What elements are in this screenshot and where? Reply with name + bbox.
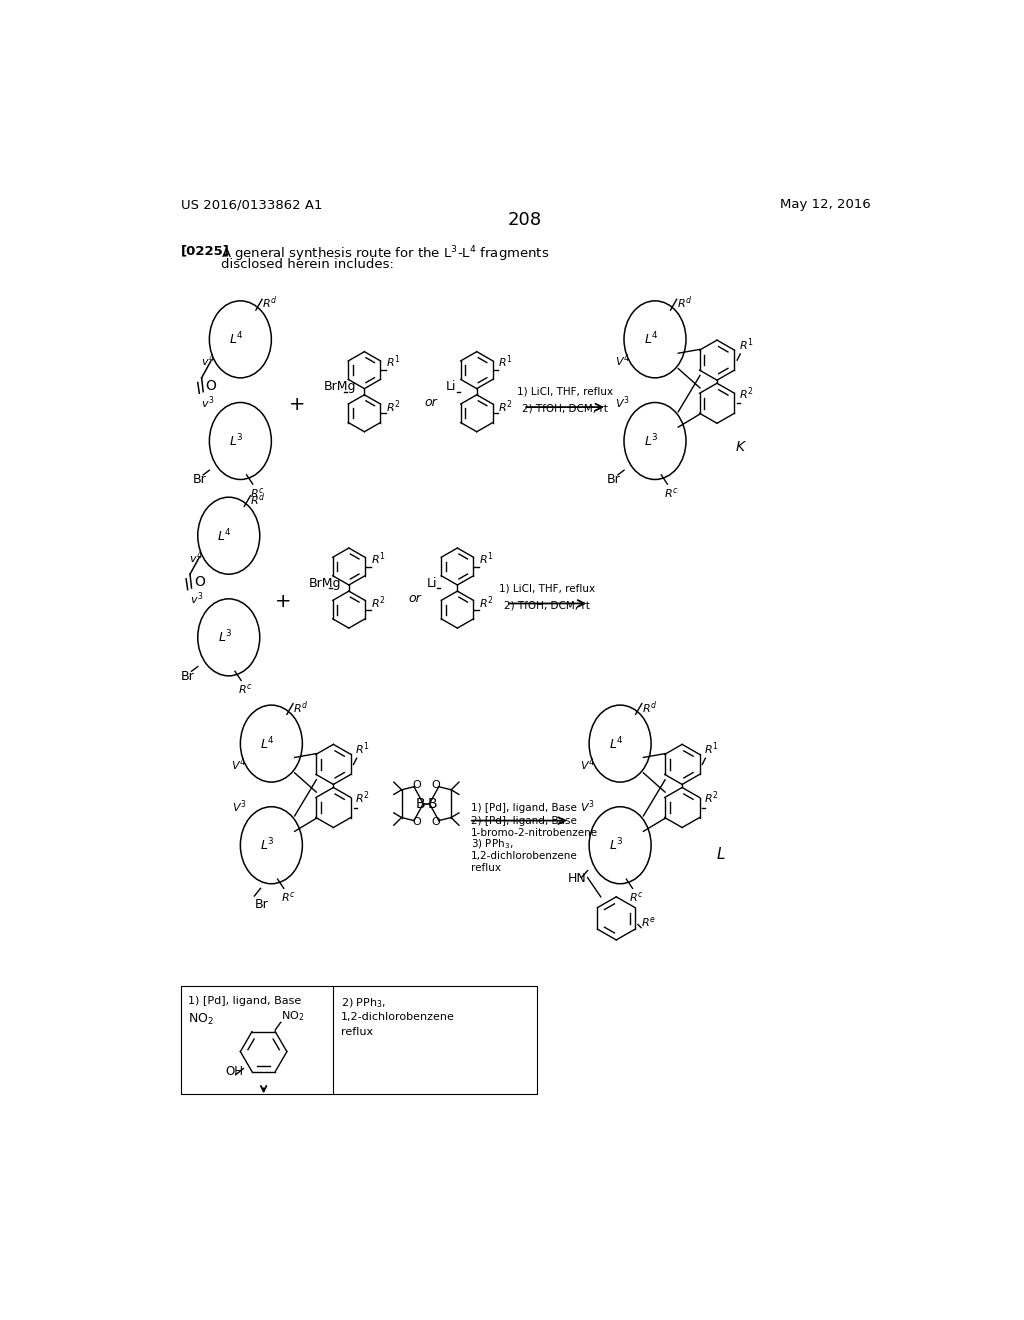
Text: $R^d$: $R^d$ [642, 700, 657, 715]
Text: Br: Br [607, 474, 621, 486]
Text: $R^2$: $R^2$ [355, 789, 370, 807]
Text: $L^4$: $L^4$ [609, 735, 624, 752]
Text: 2) TfOH, DCM, rt: 2) TfOH, DCM, rt [505, 601, 590, 610]
Text: $L^4$: $L^4$ [229, 331, 244, 347]
Text: Br: Br [254, 898, 268, 911]
Text: NO$_2$: NO$_2$ [188, 1011, 214, 1027]
Text: $R^1$: $R^1$ [703, 741, 719, 756]
Text: $v^4$: $v^4$ [201, 352, 215, 370]
Text: O: O [194, 576, 205, 589]
Text: $R^1$: $R^1$ [355, 741, 370, 756]
Text: $V^4$: $V^4$ [615, 352, 630, 370]
Text: $L^3$: $L^3$ [229, 433, 244, 449]
Text: disclosed herein includes:: disclosed herein includes: [221, 259, 394, 272]
Text: $V^4$: $V^4$ [581, 756, 595, 774]
Text: L: L [717, 847, 725, 862]
Text: 2) TfOH, DCM, rt: 2) TfOH, DCM, rt [522, 404, 608, 413]
Text: reflux: reflux [341, 1027, 374, 1038]
Text: $R^1$: $R^1$ [371, 550, 385, 566]
Text: $R^2$: $R^2$ [738, 385, 754, 403]
Text: 1,2-dichlorobenzene: 1,2-dichlorobenzene [471, 851, 578, 861]
Text: 208: 208 [508, 211, 542, 228]
Text: 2) PPh$_3$,: 2) PPh$_3$, [341, 997, 386, 1010]
Text: $R^e$: $R^e$ [641, 915, 656, 929]
Text: K: K [735, 440, 744, 454]
Text: 2) [Pd], ligand, Base: 2) [Pd], ligand, Base [471, 817, 577, 826]
Text: BrMg: BrMg [308, 577, 341, 590]
Text: A general synthesis route for the L$^3$-L$^4$ fragments: A general synthesis route for the L$^3$-… [221, 244, 550, 264]
Text: $R^1$: $R^1$ [479, 550, 494, 566]
Text: 3) PPh$_3$,: 3) PPh$_3$, [471, 838, 513, 851]
Text: $v^4$: $v^4$ [189, 549, 203, 565]
Text: 1,2-dichlorobenzene: 1,2-dichlorobenzene [341, 1011, 455, 1022]
Text: $R^1$: $R^1$ [386, 354, 400, 371]
Text: $R^2$: $R^2$ [499, 399, 513, 414]
Text: $R^1$: $R^1$ [738, 337, 754, 352]
Text: $R^c$: $R^c$ [250, 486, 264, 500]
Text: $R^d$: $R^d$ [677, 294, 692, 312]
Text: 1) LiCl, THF, reflux: 1) LiCl, THF, reflux [500, 583, 595, 593]
Text: May 12, 2016: May 12, 2016 [779, 198, 870, 211]
Text: 1) [Pd], ligand, Base: 1) [Pd], ligand, Base [188, 997, 302, 1006]
Text: NO$_2$: NO$_2$ [281, 1010, 304, 1023]
Text: OH: OH [225, 1065, 243, 1077]
Text: $V^3$: $V^3$ [231, 799, 246, 814]
Text: HN: HN [567, 873, 586, 886]
Text: $L^3$: $L^3$ [609, 837, 624, 854]
Text: $V^3$: $V^3$ [581, 799, 595, 814]
Text: or: or [424, 396, 437, 409]
Text: 1) [Pd], ligand, Base: 1) [Pd], ligand, Base [471, 804, 577, 813]
Text: $v^3$: $v^3$ [201, 395, 214, 411]
Text: [0225]: [0225] [180, 244, 229, 257]
Text: $v^3$: $v^3$ [189, 590, 203, 607]
Text: $R^d$: $R^d$ [293, 700, 308, 715]
Text: O: O [431, 780, 440, 791]
Text: $R^2$: $R^2$ [386, 399, 400, 414]
Text: or: or [409, 591, 421, 605]
Text: reflux: reflux [471, 863, 501, 873]
Text: +: + [289, 395, 305, 414]
Text: BrMg: BrMg [324, 380, 356, 393]
Text: $R^c$: $R^c$ [238, 682, 253, 696]
Text: $R^d$: $R^d$ [251, 491, 266, 508]
Text: 1) LiCl, THF, reflux: 1) LiCl, THF, reflux [517, 387, 613, 397]
Text: $R^c$: $R^c$ [630, 890, 644, 904]
Text: $R^c$: $R^c$ [281, 890, 295, 904]
Text: B: B [428, 797, 437, 810]
Text: $L^4$: $L^4$ [260, 735, 274, 752]
Text: $V^3$: $V^3$ [615, 395, 630, 411]
Text: $L^3$: $L^3$ [217, 630, 232, 645]
Text: B: B [416, 797, 425, 810]
Text: O: O [206, 379, 216, 392]
Text: 1-bromo-2-nitrobenzene: 1-bromo-2-nitrobenzene [471, 828, 598, 838]
Text: Li: Li [445, 380, 457, 393]
Text: O: O [413, 780, 422, 791]
Text: Br: Br [180, 669, 195, 682]
Text: O: O [413, 817, 422, 828]
Text: $L^3$: $L^3$ [644, 433, 658, 449]
Text: $R^c$: $R^c$ [665, 486, 679, 500]
Text: US 2016/0133862 A1: US 2016/0133862 A1 [180, 198, 323, 211]
Text: $L^4$: $L^4$ [217, 528, 232, 544]
Text: $L^3$: $L^3$ [260, 837, 274, 854]
Text: $R^1$: $R^1$ [499, 354, 513, 371]
Text: $L^4$: $L^4$ [644, 331, 658, 347]
Text: Br: Br [193, 474, 206, 486]
Text: $R^2$: $R^2$ [703, 789, 719, 807]
Text: +: + [274, 591, 291, 611]
Text: $R^d$: $R^d$ [262, 294, 278, 312]
Text: O: O [431, 817, 440, 828]
Text: $V^4$: $V^4$ [231, 756, 247, 774]
Text: $R^2$: $R^2$ [479, 595, 494, 611]
Text: $R^2$: $R^2$ [371, 595, 385, 611]
Text: Li: Li [426, 577, 437, 590]
